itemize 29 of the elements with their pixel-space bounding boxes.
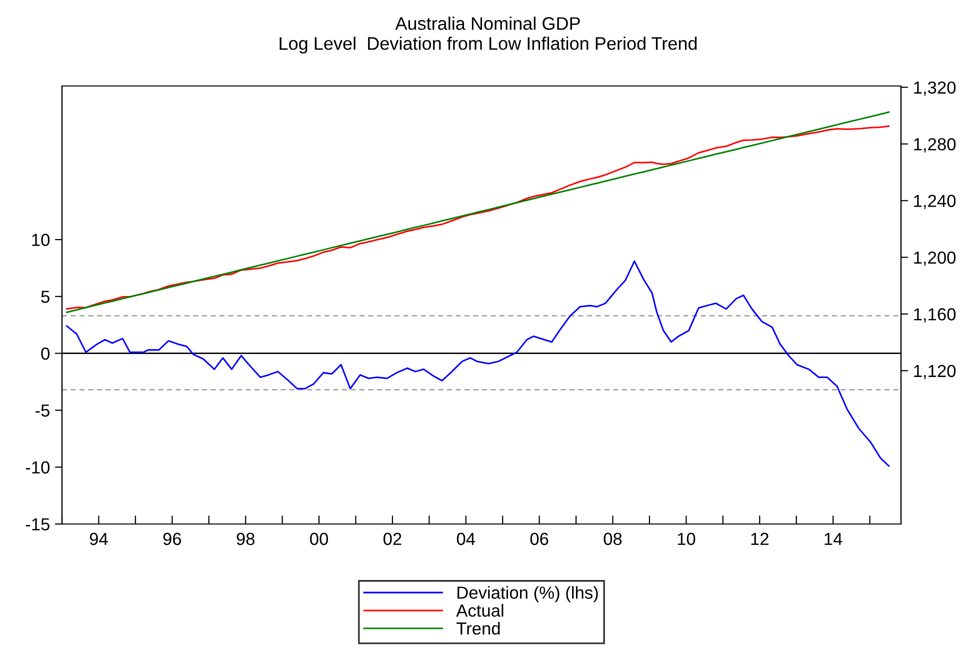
legend-label: Actual xyxy=(456,604,504,617)
chart-title: Australia Nominal GDP xyxy=(395,16,580,30)
x-tick-label: 06 xyxy=(530,532,548,546)
x-tick-label: 08 xyxy=(604,532,622,546)
x-tick-label: 94 xyxy=(90,532,108,546)
x-tick-label: 02 xyxy=(383,532,402,546)
y2-tick-label: 1,320 xyxy=(914,81,956,96)
y2-tick-label: 1,240 xyxy=(914,194,956,210)
y-tick-label: -5 xyxy=(36,404,50,417)
x-tick-label: 14 xyxy=(824,532,842,545)
legend-label: Trend xyxy=(456,622,500,635)
x-tick-label: 98 xyxy=(236,532,254,546)
chart-subtitle: Log Level Deviation from Low Inflation Period Trend xyxy=(280,36,697,54)
y-tick-label: -15 xyxy=(26,518,50,530)
y-tick-label: 10 xyxy=(32,234,50,246)
y2-tick-label: 1,160 xyxy=(914,308,956,323)
y-tick-label: -10 xyxy=(26,461,50,474)
y2-tick-label: 1,280 xyxy=(914,138,956,152)
x-tick-label: 12 xyxy=(751,532,768,545)
x-tick-label: 00 xyxy=(310,532,328,546)
y2-tick-label: 1,200 xyxy=(914,251,956,266)
x-tick-label: 04 xyxy=(456,532,476,546)
legend-label: Deviation (%) (lhs) xyxy=(458,586,598,602)
x-tick-label: 10 xyxy=(678,532,696,546)
y-tick-label: 5 xyxy=(41,290,50,303)
line-series xyxy=(66,260,890,467)
y2-tick-label: 1,120 xyxy=(914,364,956,380)
x-tick-label: 96 xyxy=(163,532,182,546)
y-tick-label: 0 xyxy=(41,348,50,360)
